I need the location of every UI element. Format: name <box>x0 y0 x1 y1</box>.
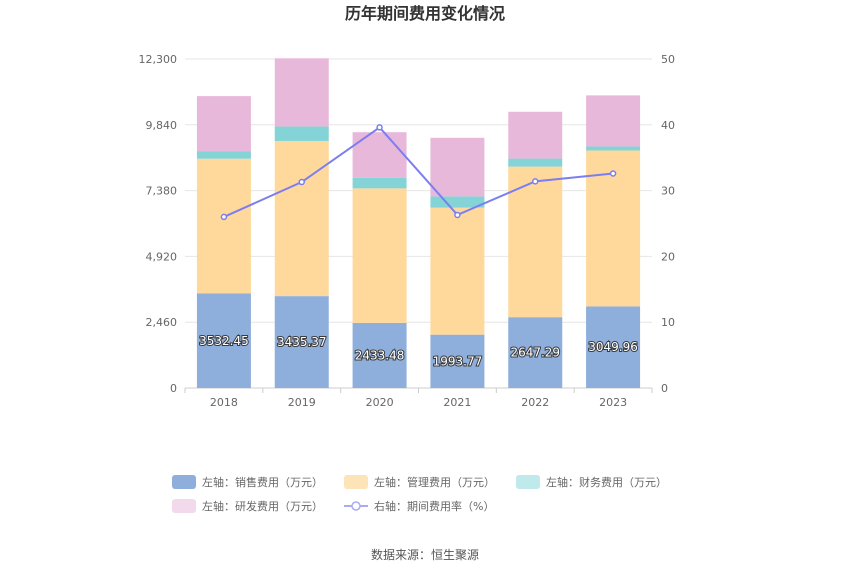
legend-label-2: 左轴：财务费用（万元） <box>546 475 667 489</box>
rate-point <box>376 124 383 131</box>
right-tick-label: 0 <box>661 382 668 395</box>
bar-segment-1 <box>430 207 485 335</box>
bar-segment-3 <box>586 95 641 147</box>
bar-segment-1 <box>508 166 563 318</box>
bar-labels-group: 3532.45 3435.37 2433.48 1993.77 2647.29 3049.… <box>198 333 639 370</box>
x-tick-label: 2023 <box>599 396 627 409</box>
bar-value-label: 1993.77 <box>433 354 483 368</box>
chart-title: 历年期间费用变化情况 <box>345 4 505 23</box>
left-tick-label: 2,460 <box>146 316 178 329</box>
bars-group <box>196 58 641 388</box>
bar-segment-0 <box>352 322 407 388</box>
rate-point <box>609 170 617 177</box>
right-tick-label: 40 <box>661 119 675 132</box>
grid-lines <box>185 58 652 389</box>
rate-point <box>220 213 228 221</box>
bar-segment-2 <box>196 151 251 159</box>
rate-point <box>454 211 461 219</box>
rate-point <box>298 178 305 186</box>
x-tick-label: 2019 <box>288 396 316 409</box>
legend-label-0: 左轴：销售费用（万元） <box>202 475 323 489</box>
bar-segment-3 <box>508 111 563 159</box>
left-tick-label: 9,840 <box>146 119 178 132</box>
left-tick-label: 0 <box>170 382 177 395</box>
x-tick-label: 2018 <box>210 396 238 409</box>
rate-line <box>223 126 614 218</box>
bar-segment-1 <box>196 158 251 294</box>
legend-label-1: 左轴：管理费用（万元） <box>374 475 495 489</box>
bar-segment-1 <box>352 188 407 323</box>
bar-segment-2 <box>352 177 407 189</box>
bar-segment-0 <box>586 306 641 388</box>
bar-segment-2 <box>508 158 563 167</box>
bar-value-label: 2647.29 <box>510 346 560 360</box>
rate-point <box>532 178 539 185</box>
x-tick-label: 2020 <box>366 396 394 409</box>
right-tick-label: 50 <box>661 53 675 66</box>
legend-swatch-0 <box>172 475 196 489</box>
right-tick-label: 10 <box>661 316 675 329</box>
bar-segment-0 <box>196 293 251 388</box>
legend-swatch-1 <box>344 475 368 489</box>
x-tick-label: 2022 <box>521 396 549 409</box>
right-tick-label: 30 <box>661 185 675 198</box>
left-tick-label: 4,920 <box>146 250 178 263</box>
bar-segment-2 <box>586 146 641 151</box>
bar-value-label: 3049.96 <box>588 340 638 354</box>
right-axis-ticks: 0 10 20 30 40 50 <box>661 53 675 395</box>
bar-segment-3 <box>430 137 485 197</box>
bar-value-label: 3435.37 <box>277 335 327 349</box>
bar-segment-1 <box>274 140 329 297</box>
bar-segment-3 <box>274 58 329 127</box>
x-tick-label: 2021 <box>443 396 471 409</box>
source-note: 数据来源：恒生聚源 <box>371 547 479 562</box>
legend-label-3: 左轴：研发费用（万元） <box>202 499 323 513</box>
left-axis-ticks: 0 2,460 4,920 7,380 9,840 12,300 <box>139 53 178 395</box>
left-tick-label: 7,380 <box>146 185 178 198</box>
bar-segment-2 <box>274 126 329 141</box>
right-tick-label: 20 <box>661 250 675 263</box>
bar-value-label: 3532.45 <box>199 334 249 348</box>
legend-label-4: 右轴：期间费用率（%） <box>374 499 494 513</box>
legend-line-marker <box>351 501 361 511</box>
bar-value-label: 2433.48 <box>355 348 405 362</box>
legend-swatch-3 <box>172 499 196 513</box>
bar-segment-3 <box>196 96 251 152</box>
bar-segment-0 <box>274 296 329 388</box>
line-group <box>220 124 617 221</box>
bar-segment-0 <box>508 317 563 388</box>
legend-swatch-2 <box>516 475 540 489</box>
bar-segment-0 <box>430 334 485 388</box>
bar-segment-3 <box>352 132 407 178</box>
bar-segment-2 <box>430 196 485 208</box>
legend: 左轴：销售费用（万元） 左轴：管理费用（万元） 左轴：财务费用（万元） 左轴：研发费用… <box>172 475 667 513</box>
left-tick-label: 12,300 <box>139 53 178 66</box>
x-axis-ticks: 2018 2019 2020 2021 2022 2023 <box>184 388 653 409</box>
